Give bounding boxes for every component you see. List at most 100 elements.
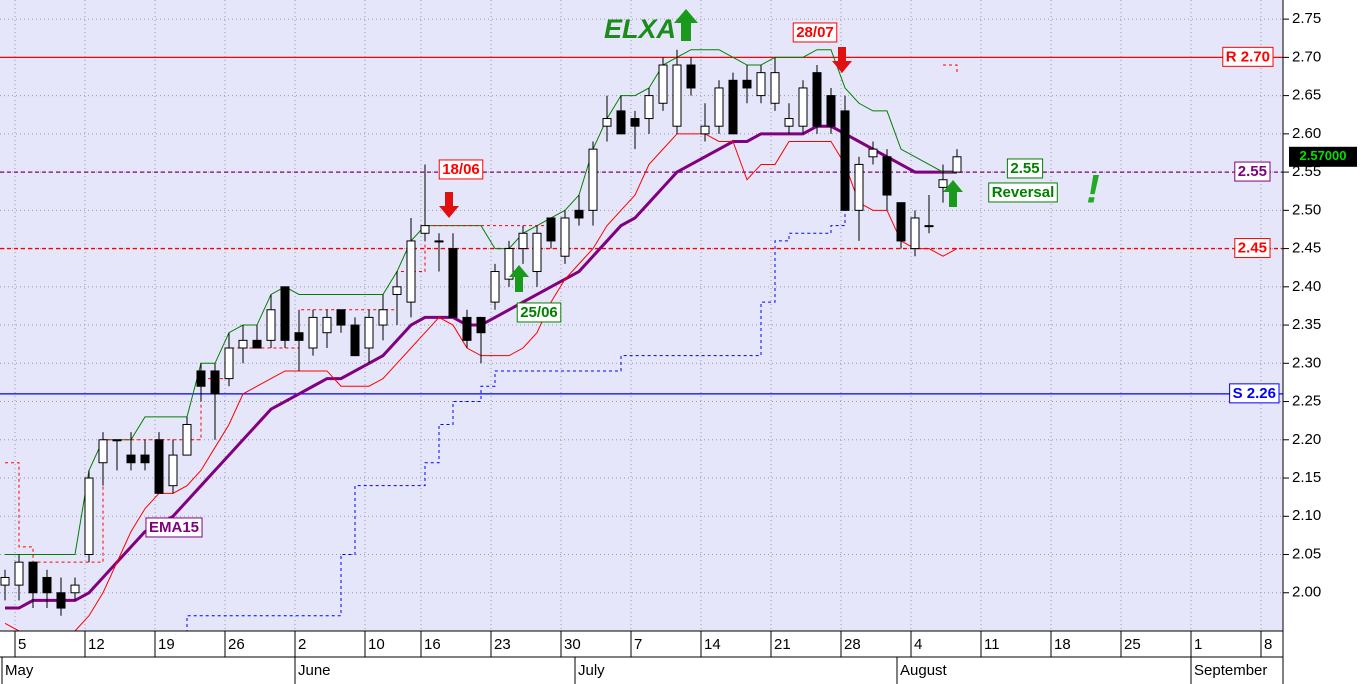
annotation: S 2.26 bbox=[1233, 385, 1276, 402]
x-tick-label: 18 bbox=[1054, 636, 1071, 653]
x-tick-label: 12 bbox=[88, 636, 105, 653]
candle-body bbox=[924, 225, 934, 228]
candle-body bbox=[140, 454, 150, 464]
y-tick-label: 2.05 bbox=[1292, 545, 1321, 562]
last-price-label: 2.57000 bbox=[1300, 148, 1347, 163]
x-tick-label: 4 bbox=[914, 636, 922, 653]
label-box bbox=[438, 159, 484, 180]
candle-body bbox=[294, 332, 304, 341]
annotation: 18/06 bbox=[442, 161, 480, 178]
month-label: June bbox=[298, 662, 331, 679]
label-box bbox=[792, 22, 838, 43]
candle-body bbox=[14, 561, 24, 586]
candle-body bbox=[420, 225, 430, 234]
label-box bbox=[1229, 383, 1280, 404]
candle-body bbox=[518, 232, 528, 250]
candle-body bbox=[672, 64, 682, 127]
candle-body bbox=[700, 125, 710, 135]
candle-body bbox=[560, 217, 570, 257]
label-box bbox=[1234, 238, 1271, 259]
candles bbox=[0, 49, 962, 616]
candle-body bbox=[98, 439, 108, 464]
y-axis-panel bbox=[1283, 0, 1364, 684]
candle-body bbox=[224, 347, 234, 380]
candle-body bbox=[238, 339, 248, 349]
y-tick-label: 2.35 bbox=[1292, 316, 1321, 333]
x-tick-label: 10 bbox=[368, 636, 385, 653]
candle-body bbox=[280, 286, 290, 341]
candle-body bbox=[644, 95, 654, 120]
annotation: ! bbox=[1086, 168, 1099, 212]
candle-body bbox=[168, 454, 178, 487]
x-tick-label: 28 bbox=[844, 636, 861, 653]
candle-body bbox=[126, 454, 136, 464]
candle-body bbox=[952, 156, 962, 173]
up-arrow bbox=[943, 180, 963, 207]
label-box bbox=[988, 182, 1058, 203]
candle-body bbox=[434, 240, 444, 243]
x-tick-label: 23 bbox=[494, 636, 511, 653]
annotation: 2.55 bbox=[1238, 163, 1267, 180]
candle-body bbox=[882, 156, 892, 196]
x-tick-label: 2 bbox=[298, 636, 306, 653]
y-tick-label: 2.70 bbox=[1292, 48, 1321, 65]
down-arrow bbox=[832, 47, 852, 73]
candle-body bbox=[868, 148, 878, 158]
candle-body bbox=[28, 561, 38, 594]
candle-body bbox=[938, 179, 948, 188]
candle-body bbox=[308, 316, 318, 349]
y-tick-label: 2.15 bbox=[1292, 469, 1321, 486]
candle-body bbox=[812, 72, 822, 127]
candle-body bbox=[0, 576, 10, 586]
annotation: 2.55 bbox=[1010, 160, 1039, 177]
label-box bbox=[1234, 161, 1271, 182]
candle-body bbox=[728, 79, 738, 135]
candle-body bbox=[392, 286, 402, 295]
candle-body bbox=[42, 576, 52, 594]
candle-body bbox=[532, 232, 542, 273]
x-tick-label: 11 bbox=[984, 636, 1000, 653]
x-tick-label: 5 bbox=[18, 636, 26, 653]
candle-body bbox=[616, 110, 626, 135]
x-tick-label: 7 bbox=[634, 636, 642, 653]
candle-body bbox=[630, 118, 640, 127]
x-tick-label: 19 bbox=[158, 636, 175, 653]
candle-body bbox=[406, 240, 416, 303]
candle-body bbox=[826, 95, 836, 127]
month-label: July bbox=[578, 662, 605, 679]
candle-body bbox=[602, 118, 612, 127]
x-tick-label: 14 bbox=[704, 636, 721, 653]
x-tick-label: 25 bbox=[1124, 636, 1141, 653]
month-label: September bbox=[1194, 662, 1267, 679]
candle-body bbox=[336, 309, 346, 326]
candle-body bbox=[714, 87, 724, 127]
candle-body bbox=[658, 64, 668, 104]
candle-body bbox=[56, 592, 66, 609]
annotation: Reversal bbox=[992, 184, 1055, 201]
down-arrow bbox=[439, 192, 459, 218]
candle-body bbox=[896, 202, 906, 242]
candle-body bbox=[350, 324, 360, 357]
candle-body bbox=[840, 110, 850, 211]
y-tick-label: 2.25 bbox=[1292, 393, 1321, 410]
candle-body bbox=[854, 163, 864, 211]
candle-body bbox=[364, 316, 374, 349]
label-box bbox=[516, 302, 562, 323]
y-tick-label: 2.00 bbox=[1292, 584, 1321, 601]
candle-body bbox=[462, 316, 472, 341]
annotation: 2.45 bbox=[1238, 240, 1267, 257]
y-tick-label: 2.10 bbox=[1292, 507, 1321, 524]
candle-body bbox=[252, 339, 262, 349]
candle-body bbox=[84, 477, 94, 556]
candle-body bbox=[196, 370, 206, 387]
candle-body bbox=[770, 72, 780, 104]
y-tick-label: 2.60 bbox=[1292, 125, 1321, 142]
indicator-line bbox=[5, 64, 958, 563]
label-box bbox=[1006, 158, 1044, 179]
indicator-line bbox=[5, 49, 957, 556]
candle-body bbox=[322, 316, 332, 334]
candle-body bbox=[70, 584, 80, 594]
candle-body bbox=[476, 316, 486, 334]
